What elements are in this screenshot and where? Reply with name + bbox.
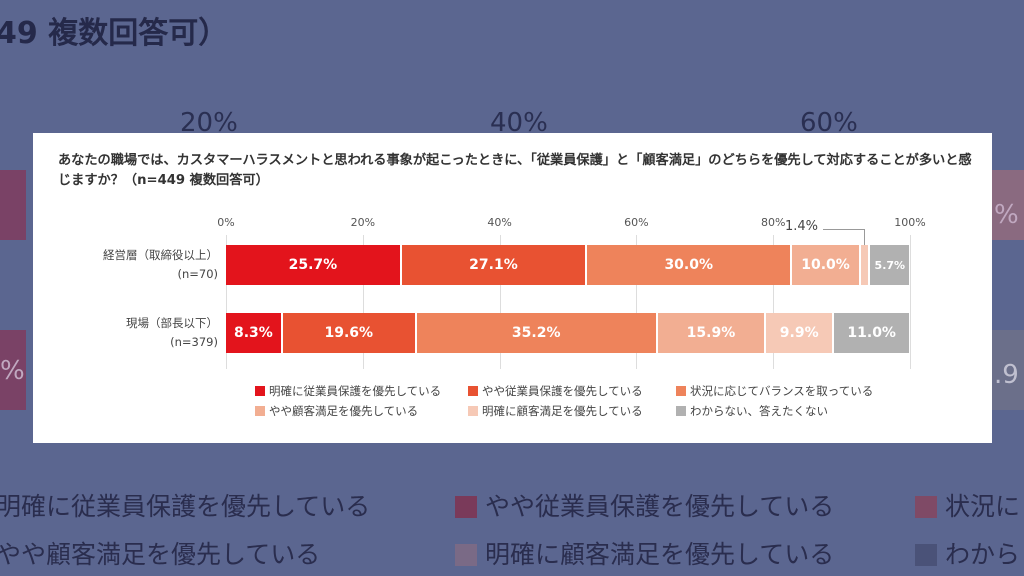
- gridline: [773, 235, 775, 369]
- background-label: %: [0, 356, 25, 386]
- legend-label: やや従業員保護を優先している: [482, 384, 643, 398]
- legend-label: 状況に応じてバランスを取っている: [690, 384, 874, 398]
- gridline: [362, 235, 364, 369]
- bar-segment: 25.7%: [226, 245, 402, 285]
- category-label: 経営層（取締役以上） (n=70): [103, 248, 218, 281]
- legend-swatch: [255, 406, 265, 416]
- bar-segment: 15.9%: [657, 313, 767, 353]
- background-bar: [0, 330, 26, 410]
- background-bar: [992, 330, 1024, 410]
- bar-segment: 5.7%: [870, 245, 910, 285]
- x-tick-label: 100%: [894, 216, 926, 229]
- background-title: 49 複数回答可）: [0, 16, 229, 51]
- gridline: [636, 235, 638, 369]
- bar-segment: 8.3%: [226, 313, 283, 353]
- legend-swatch: [255, 386, 265, 396]
- legend-item: やや従業員保護を優先している: [468, 383, 643, 399]
- legend-item: わからない、答えたくない: [676, 403, 828, 419]
- legend-label: 明確に従業員保護を優先している: [269, 384, 442, 398]
- legend-label: やや顧客満足を優先している: [269, 404, 419, 418]
- background-legend-item: 状況に: [915, 487, 1020, 523]
- legend-swatch: [468, 406, 478, 416]
- gridline: [499, 235, 501, 369]
- x-tick-label: 60%: [624, 216, 649, 229]
- legend-swatch: [468, 386, 478, 396]
- background-legend-item: 明確に顧客満足を優先している: [455, 535, 834, 571]
- bar-segment: 27.1%: [401, 245, 588, 285]
- background-legend-item: やや顧客満足を優先している: [0, 540, 321, 569]
- bar-segment: 35.2%: [416, 313, 658, 353]
- x-tick-label: 0%: [217, 216, 235, 229]
- callout-label: 1.4%: [785, 219, 819, 234]
- legend-item: やや顧客満足を優先している: [255, 403, 418, 419]
- background-legend-item: 明確に従業員保護を優先している: [0, 492, 371, 521]
- background-bar: [992, 170, 1024, 240]
- category-label: 現場（部長以下） (n=379): [126, 316, 218, 349]
- legend-item: 明確に従業員保護を優先している: [255, 383, 441, 399]
- x-tick-label: 20%: [350, 216, 376, 229]
- legend-item: 明確に顧客満足を優先している: [468, 403, 643, 419]
- bar-segment: 10.0%: [792, 245, 861, 285]
- bar-segment: [860, 245, 871, 285]
- background-legend-item: やや従業員保護を優先している: [455, 487, 834, 523]
- legend-swatch: [676, 406, 686, 416]
- background-label: .9: [994, 360, 1019, 390]
- legend-swatch: [676, 386, 686, 396]
- bar-segment: 30.0%: [587, 245, 793, 285]
- x-tick-label: 80%: [760, 216, 786, 229]
- bar-segment: 19.6%: [282, 313, 417, 353]
- background-bar: [0, 170, 26, 240]
- callout-line: [823, 229, 865, 245]
- x-tick-label: 40%: [487, 216, 512, 229]
- chart-title: あなたの職場では、カスタマーハラスメントと思われる事象が起こったときに、「従業員…: [58, 153, 972, 188]
- background-label: %: [994, 200, 1019, 230]
- background-legend-item: わから: [915, 535, 1020, 571]
- gridline: [910, 235, 911, 369]
- bar-segment: 9.9%: [766, 313, 835, 353]
- legend-item: 状況に応じてバランスを取っている: [676, 383, 873, 399]
- bar-segment: 11.0%: [834, 313, 910, 353]
- gridline: [226, 235, 227, 369]
- legend-label: 明確に顧客満足を優先している: [482, 404, 643, 418]
- chart-card: あなたの職場では、カスタマーハラスメントと思われる事象が起こったときに、「従業員…: [33, 133, 992, 443]
- legend-label: わからない、答えたくない: [690, 404, 828, 418]
